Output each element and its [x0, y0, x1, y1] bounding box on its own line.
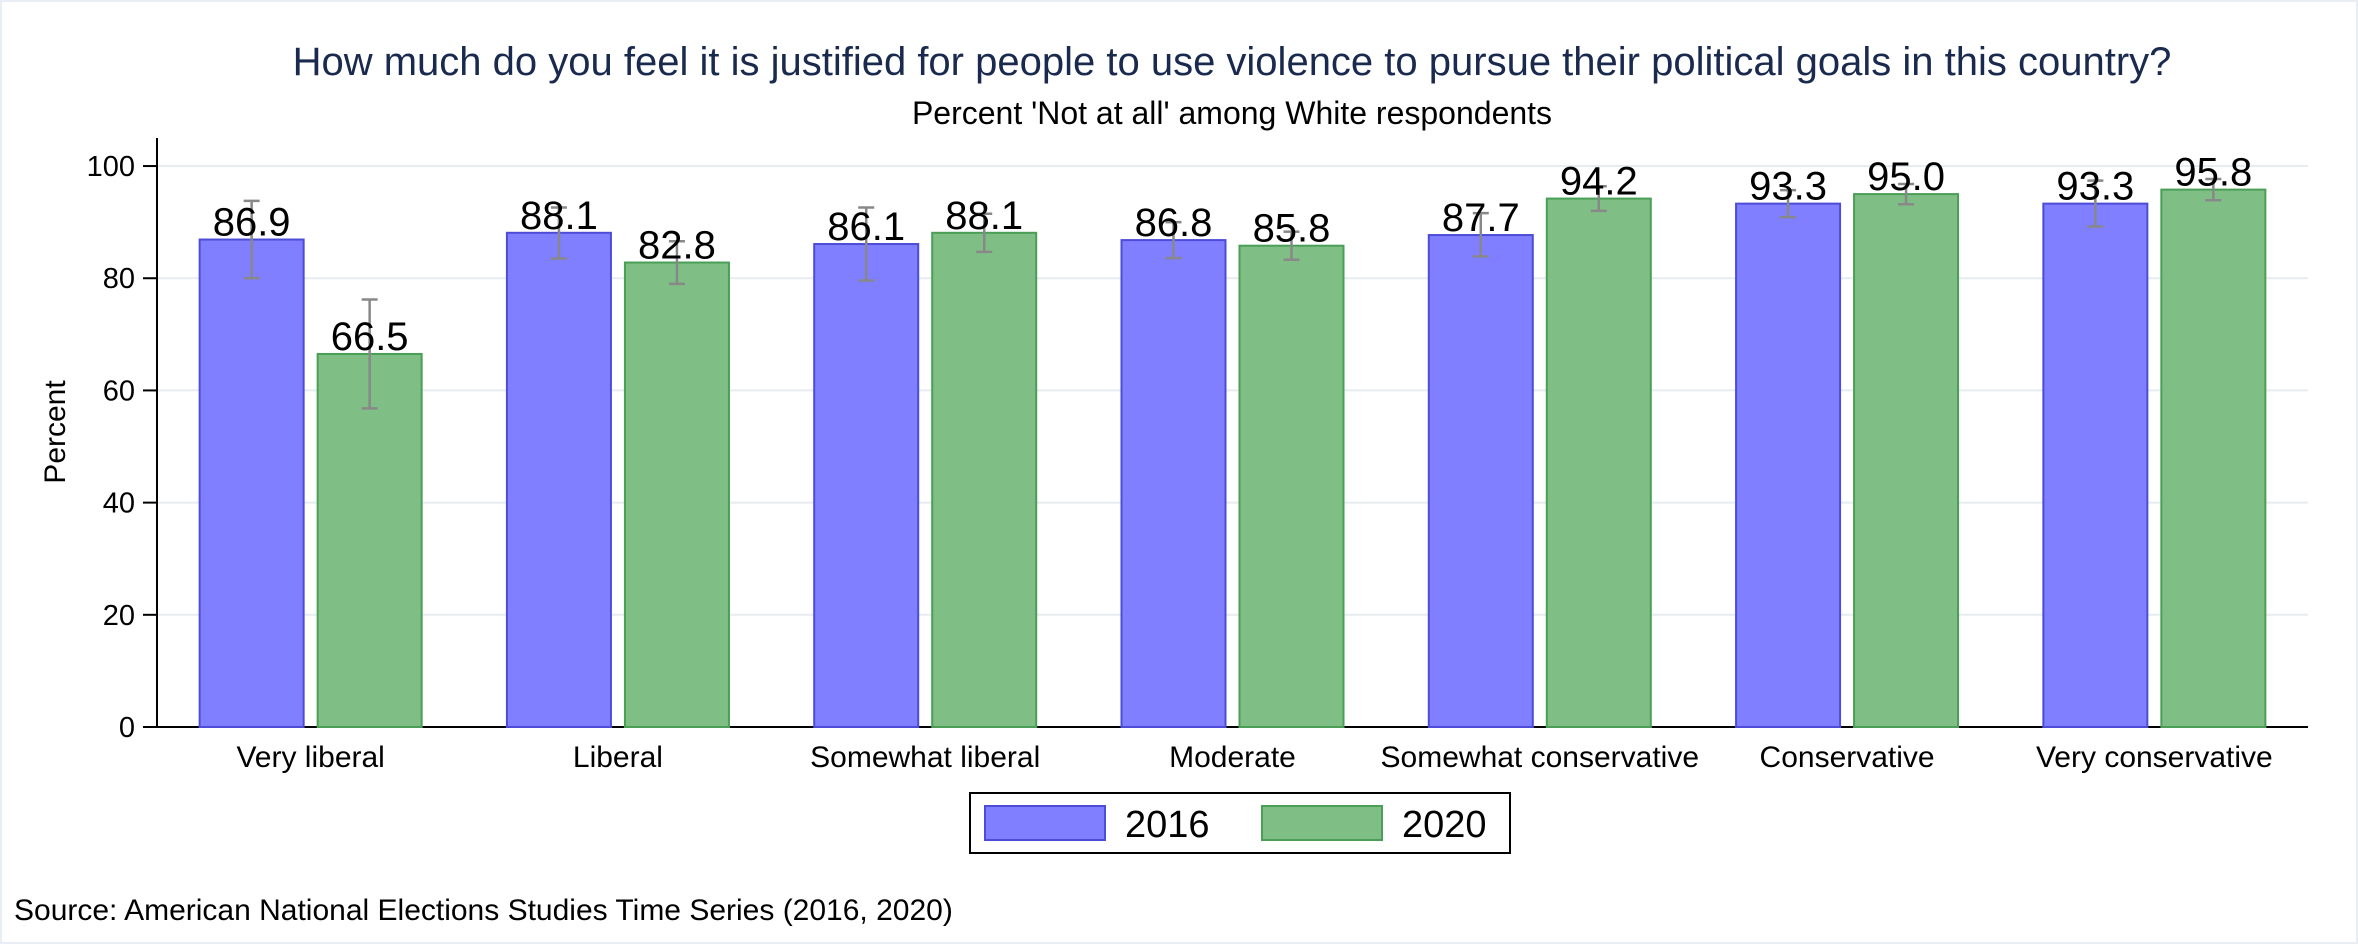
bar-2016: [505, 231, 612, 728]
data-label: 86.9: [213, 201, 291, 245]
data-label: 82.8: [638, 224, 716, 268]
legend-label: 2020: [1402, 804, 1487, 846]
bar-2020: [1853, 193, 1960, 729]
data-label: 88.1: [520, 194, 598, 238]
bar-2020: [2160, 188, 2267, 729]
x-tick-label: Somewhat liberal: [810, 741, 1040, 774]
data-label: 86.8: [1135, 201, 1213, 245]
data-label: 66.5: [331, 315, 409, 359]
x-tick-label: Very conservative: [2036, 741, 2273, 774]
x-tick-label: Conservative: [1760, 741, 1935, 774]
legend-label: 2016: [1125, 804, 1210, 846]
bar-2020: [1238, 244, 1345, 728]
bar-2020: [931, 231, 1038, 728]
plot-area: 0 20 40 60 80 100 86.9 66.5 Very liberal 88.1 82.8…: [87, 138, 2308, 774]
legend: 2016 2020: [969, 792, 1511, 854]
y-tick-label: 80: [103, 263, 135, 295]
bar-2016: [1735, 202, 1842, 729]
y-tick-label: 60: [103, 375, 135, 407]
data-label: 86.1: [827, 205, 905, 249]
bar-2016: [1120, 239, 1227, 729]
y-tick-label: 100: [87, 151, 135, 183]
x-tick-label: Very liberal: [236, 741, 384, 774]
data-label: 87.7: [1442, 196, 1520, 240]
x-tick-label: Somewhat conservative: [1381, 741, 1700, 774]
data-label: 95.0: [1867, 155, 1945, 199]
legend-swatch-2016: [984, 805, 1106, 841]
legend-swatch-2020: [1261, 805, 1383, 841]
y-axis-label: Percent: [39, 380, 72, 484]
bar-2020: [623, 261, 730, 728]
data-label: 93.3: [2056, 165, 2134, 209]
data-label: 94.2: [1560, 160, 1638, 204]
chart-title: How much do you feel it is justified for…: [293, 40, 2172, 84]
y-tick-label: 0: [119, 712, 135, 744]
bar-2016: [1427, 234, 1534, 728]
x-tick-label: Liberal: [573, 741, 663, 774]
y-tick-label: 40: [103, 488, 135, 520]
bar-2020: [1545, 197, 1652, 728]
data-label: 93.3: [1749, 165, 1827, 209]
data-label: 95.8: [2174, 151, 2252, 195]
data-label: 85.8: [1253, 207, 1331, 251]
bar-2020: [316, 352, 423, 728]
x-tick-label: Moderate: [1169, 741, 1296, 774]
chart-subtitle: Percent 'Not at all' among White respond…: [912, 95, 1552, 131]
bar-2016: [198, 238, 305, 728]
bar-2016: [2042, 202, 2149, 729]
data-label: 88.1: [945, 194, 1023, 238]
y-tick-label: 20: [103, 600, 135, 632]
source-note: Source: American National Elections Stud…: [14, 894, 953, 927]
bar-2016: [813, 243, 920, 729]
